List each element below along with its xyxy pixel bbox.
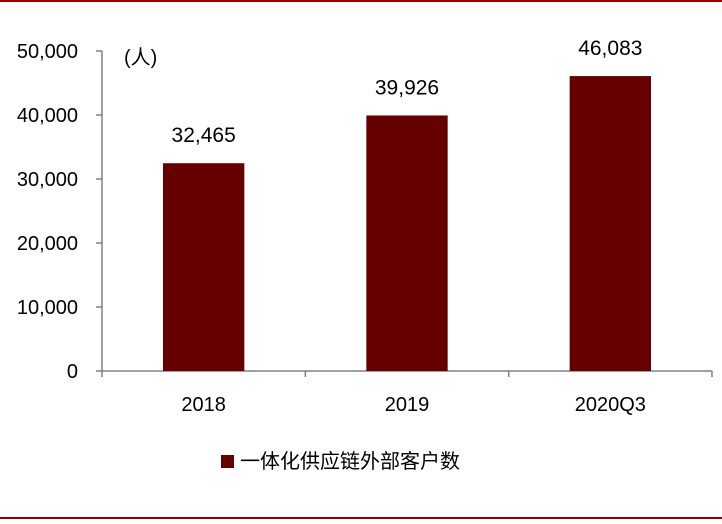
x-axis: 2018 2019 2020Q3 xyxy=(101,370,713,416)
y-tick-label: 30,000 xyxy=(17,169,78,191)
y-axis: 0 10,000 20,000 30,000 40,000 50,000 xyxy=(17,41,103,383)
y-tick-label: 50,000 xyxy=(17,41,78,63)
bar xyxy=(569,76,651,372)
y-tick-label: 20,000 xyxy=(17,233,78,255)
data-label: 32,465 xyxy=(172,124,236,147)
x-tick-label: 2020Q3 xyxy=(575,394,646,416)
x-tick-label: 2018 xyxy=(181,394,226,416)
legend-swatch xyxy=(221,455,234,468)
data-label: 46,083 xyxy=(578,37,642,60)
legend-label: 一体化供应链外部客户数 xyxy=(240,449,460,473)
data-label: 39,926 xyxy=(375,76,439,99)
y-tick-label: 10,000 xyxy=(17,297,78,319)
unit-label: (人) xyxy=(124,46,157,69)
y-tick-label: 40,000 xyxy=(17,105,78,127)
x-tick-label: 2019 xyxy=(385,394,430,416)
bar xyxy=(366,115,448,371)
legend: 一体化供应链外部客户数 xyxy=(221,449,460,473)
data-labels: 32,465 39,926 46,083 xyxy=(172,37,643,147)
y-tick-label: 0 xyxy=(67,361,78,383)
bar xyxy=(163,163,245,371)
bars xyxy=(163,76,651,372)
